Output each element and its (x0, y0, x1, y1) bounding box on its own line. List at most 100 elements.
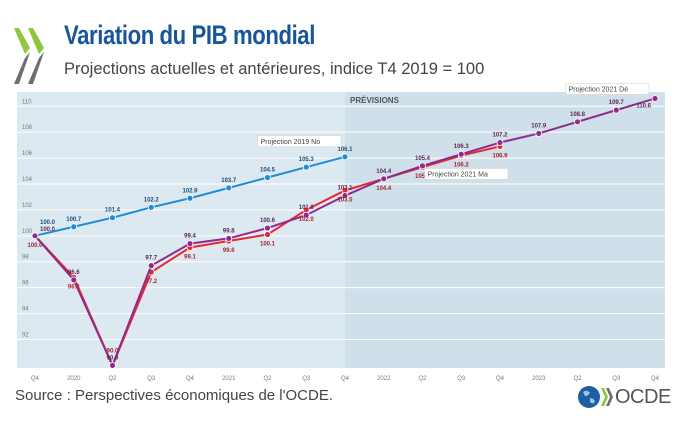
data-point (147, 203, 155, 211)
data-point (457, 150, 465, 158)
data-point (302, 163, 310, 171)
y-tick-label: 104 (22, 177, 33, 183)
x-tick-label: Q4 (496, 376, 505, 382)
data-point (264, 231, 271, 238)
data-point (109, 362, 116, 369)
data-label: 99.4 (184, 234, 196, 240)
data-label: 99.1 (184, 254, 196, 260)
y-tick-label: 102 (22, 203, 33, 209)
data-point (612, 106, 620, 114)
data-label: 101.6 (299, 205, 315, 211)
data-point (264, 224, 271, 232)
data-point (264, 174, 271, 181)
data-label: 108.8 (570, 112, 586, 118)
y-tick-label: 94 (22, 307, 29, 313)
data-label: 90.0 (107, 355, 119, 361)
y-tick-label: 96 (22, 281, 29, 287)
x-tick-label: Q3 (302, 376, 311, 382)
oecd-brand: OCDE (577, 385, 671, 409)
data-point (147, 262, 155, 270)
data-label: 110.6 (636, 103, 651, 109)
data-label: 102.9 (182, 188, 198, 194)
data-label: 96.6 (68, 270, 80, 276)
series-tag-box (257, 135, 342, 148)
y-tick-label: 106 (22, 151, 33, 157)
x-tick-label: 2023 (532, 376, 546, 382)
x-tick-label: Q3 (147, 376, 156, 382)
data-label: 100.6 (260, 218, 276, 224)
data-label: 103.1 (337, 186, 353, 192)
data-point (496, 139, 504, 146)
data-point (225, 235, 233, 242)
x-tick-label: 2022 (377, 376, 391, 382)
x-tick-label: Q4 (341, 376, 350, 382)
data-label: 104.4 (376, 169, 392, 175)
data-label: 100.0 (40, 227, 56, 233)
forecast-label: PRÉVISIONS (350, 96, 400, 105)
data-point (341, 153, 349, 161)
x-tick-label: Q3 (612, 376, 621, 382)
x-tick-label: Q4 (186, 376, 195, 382)
forecast-region (345, 92, 665, 368)
chevron-icon (601, 388, 613, 406)
y-tick-label: 98 (22, 255, 29, 261)
x-tick-label: Q2 (263, 376, 272, 382)
x-tick-label: 2021 (222, 376, 236, 382)
data-label: 107.2 (492, 133, 508, 139)
data-label: 90.0 (107, 348, 119, 354)
data-label: 99.6 (223, 248, 235, 254)
data-label: 109.7 (609, 100, 625, 106)
x-tick-label: Q2 (418, 376, 427, 382)
x-tick-label: Q4 (31, 376, 40, 382)
data-point (302, 211, 310, 219)
globe-icon (578, 386, 600, 408)
y-tick-label: 108 (22, 125, 33, 131)
data-point (535, 130, 543, 137)
data-label: 102.0 (299, 217, 315, 223)
data-point (225, 184, 233, 192)
data-label: 102.2 (144, 197, 160, 203)
series-tag-box (424, 168, 509, 180)
page-title: Variation du PIB mondial (64, 20, 315, 50)
series-tag-label: Projection 2021 Ma (428, 171, 488, 178)
data-label: 106.9 (492, 153, 508, 159)
data-point (31, 232, 39, 240)
data-point (651, 95, 659, 102)
data-point (109, 214, 116, 222)
data-label: 104.5 (260, 168, 276, 174)
data-label: 100.0 (27, 243, 43, 249)
data-point (380, 175, 388, 183)
data-point (341, 192, 349, 200)
data-label: 101.4 (105, 208, 121, 214)
data-label: 96.8 (68, 284, 80, 290)
series-tag-box (565, 83, 650, 95)
x-tick-label: Q2 (573, 376, 582, 382)
page-subtitle: Projections actuelles et antérieures, in… (64, 60, 485, 78)
brand-text: OCDE (615, 385, 671, 408)
data-label: 105.3 (299, 157, 315, 163)
data-label: 99.8 (223, 228, 235, 234)
data-label: 104.4 (376, 186, 392, 192)
data-label: 103.7 (221, 178, 237, 184)
data-label: 100.7 (66, 217, 82, 223)
y-tick-label: 92 (22, 332, 29, 338)
data-label: 100.0 (40, 220, 56, 226)
data-label: 105.3 (415, 174, 431, 180)
data-label: 107.9 (531, 123, 547, 129)
series-tag-label: Projection 2021 Dé (569, 86, 629, 93)
data-label: 105.4 (415, 156, 431, 162)
y-tick-label: 100 (22, 229, 33, 235)
source-note: Source : Perspectives économiques de l'O… (15, 387, 334, 404)
x-tick-label: Q3 (457, 376, 466, 382)
x-tick-label: 2020 (67, 376, 81, 382)
data-point (70, 276, 78, 284)
series-tag-label: Projection 2019 No (261, 139, 321, 146)
y-tick-label: 110 (22, 99, 32, 105)
oecd-chevron-logo (14, 28, 44, 84)
data-label: 97.7 (145, 256, 157, 262)
data-label: 97.2 (145, 279, 157, 285)
data-label: 106.1 (337, 147, 353, 153)
x-tick-label: Q4 (651, 376, 660, 382)
data-point (419, 162, 426, 170)
data-label: 100.1 (260, 242, 276, 248)
